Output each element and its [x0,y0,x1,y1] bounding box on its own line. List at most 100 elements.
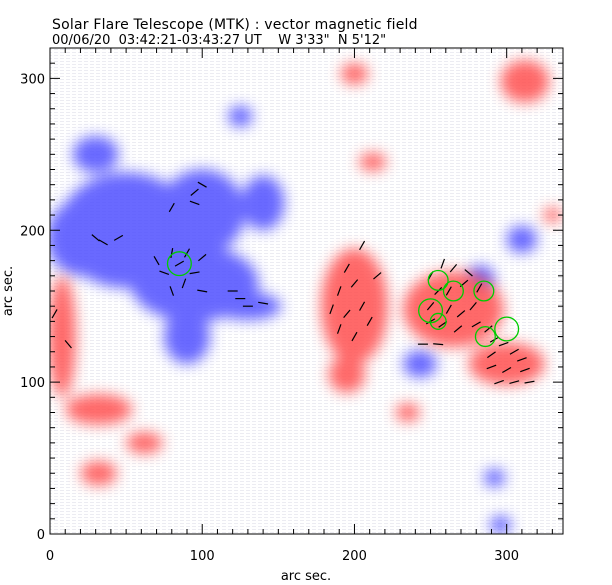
transverse-field-vector [516,357,527,362]
transverse-field-vector [426,301,435,311]
transverse-field-vector [359,301,366,311]
transverse-field-vector [471,321,481,328]
negative-polarity-region [72,136,119,173]
negative-polarity-region [241,175,285,231]
transverse-field-vector [486,364,497,370]
transverse-field-vector [520,367,530,373]
field-contour [474,326,496,348]
transverse-field-vector [366,316,373,327]
transverse-field-vector [159,270,170,276]
x-tick-label: 300 [494,549,519,564]
transverse-field-vector [494,379,504,385]
negative-polarity-region [489,515,512,534]
y-tick-label: 0 [37,528,45,543]
negative-polarity-region [164,309,210,364]
y-tick-label: 300 [20,72,45,87]
transverse-field-vector [329,304,334,315]
transverse-field-vector [198,253,207,262]
positive-polarity-region [395,403,420,422]
transverse-field-vector [524,380,535,384]
transverse-field-vector [351,331,358,342]
field-contour [166,251,192,277]
positive-polarity-region [320,248,388,364]
field-contour [494,316,520,342]
transverse-field-vector [170,248,174,259]
chart-subtitle: 00/06/20 03:42:21-03:43:27 UT W 3'33" N … [52,34,386,47]
field-contour [473,280,495,302]
transverse-field-vector [484,325,493,333]
transverse-field-vector [350,279,359,288]
transverse-field-vector [445,304,452,314]
x-axis-label: arc sec. [281,569,331,584]
transverse-field-vector [445,286,452,296]
transverse-field-vector [169,286,175,296]
transverse-field-vector [502,366,512,373]
transverse-field-vector [336,286,342,296]
transverse-field-vector [469,301,477,311]
obs-time: 03:42:21-03:43:27 UT [118,33,262,48]
field-contour [442,280,464,302]
positive-polarity-region [468,342,545,386]
x-tick-label: 0 [46,549,54,564]
positive-polarity-region [500,60,550,103]
negative-polarity-region [50,199,114,276]
transverse-field-vector [359,240,366,251]
transverse-field-vector [449,264,458,273]
chart-title: Solar Flare Telescope (MTK) : vector mag… [52,17,418,33]
negative-polarity-region [403,350,437,378]
transverse-field-vector [189,200,200,206]
transverse-field-vector [51,309,58,319]
positive-polarity-region [126,432,163,454]
transverse-field-vector [183,248,191,258]
y-tick-label: 100 [20,376,45,391]
transverse-field-vector [433,343,444,346]
negative-polarity-region [506,225,538,254]
transverse-field-vector [98,239,108,246]
transverse-field-vector [153,255,160,266]
transverse-field-vector [64,339,72,349]
positive-polarity-region [340,63,369,85]
transverse-field-vector [197,181,207,188]
field-contour [429,312,447,330]
x-tick-label: 100 [190,549,215,564]
positive-polarity-region [328,356,366,393]
positive-polarity-region [80,461,117,486]
negative-polarity-region [228,105,253,127]
negative-polarity-region [159,169,245,255]
transverse-field-vector [509,380,520,384]
transverse-field-vector [197,289,208,293]
obs-lon: W 3'33" [278,33,330,48]
obs-date: 00/06/20 [52,33,111,48]
transverse-field-vector [498,341,509,347]
y-axis-label: arc sec. [1,266,16,316]
transverse-field-vector [181,278,187,289]
y-tick-label: 200 [20,224,45,239]
transverse-field-vector [174,260,185,267]
transverse-field-vector [476,283,483,293]
transverse-field-vector [336,324,342,334]
transverse-field-vector [464,269,473,277]
positive-polarity-region [543,207,562,223]
negative-polarity-region [483,468,506,487]
obs-lat: N 5'12" [337,33,387,48]
transverse-field-vector [168,202,175,213]
transverse-field-vector [456,310,466,318]
transverse-field-vector [453,325,463,333]
transverse-field-vector [189,271,200,275]
transverse-field-vector [343,263,350,273]
x-tick-label: 200 [342,549,367,564]
positive-polarity-region [65,394,133,425]
transverse-field-vector [434,287,443,295]
field-contour [427,269,449,291]
transverse-field-vector [440,258,446,269]
transverse-field-vector [113,234,124,241]
transverse-field-vector [509,348,519,355]
transverse-field-vector [343,309,351,318]
transverse-field-vector [487,351,496,359]
positive-polarity-region [50,275,76,398]
transverse-field-vector [373,272,382,280]
transverse-field-vector [258,301,269,305]
transverse-field-vector [190,188,199,196]
transverse-field-vector [91,234,100,242]
